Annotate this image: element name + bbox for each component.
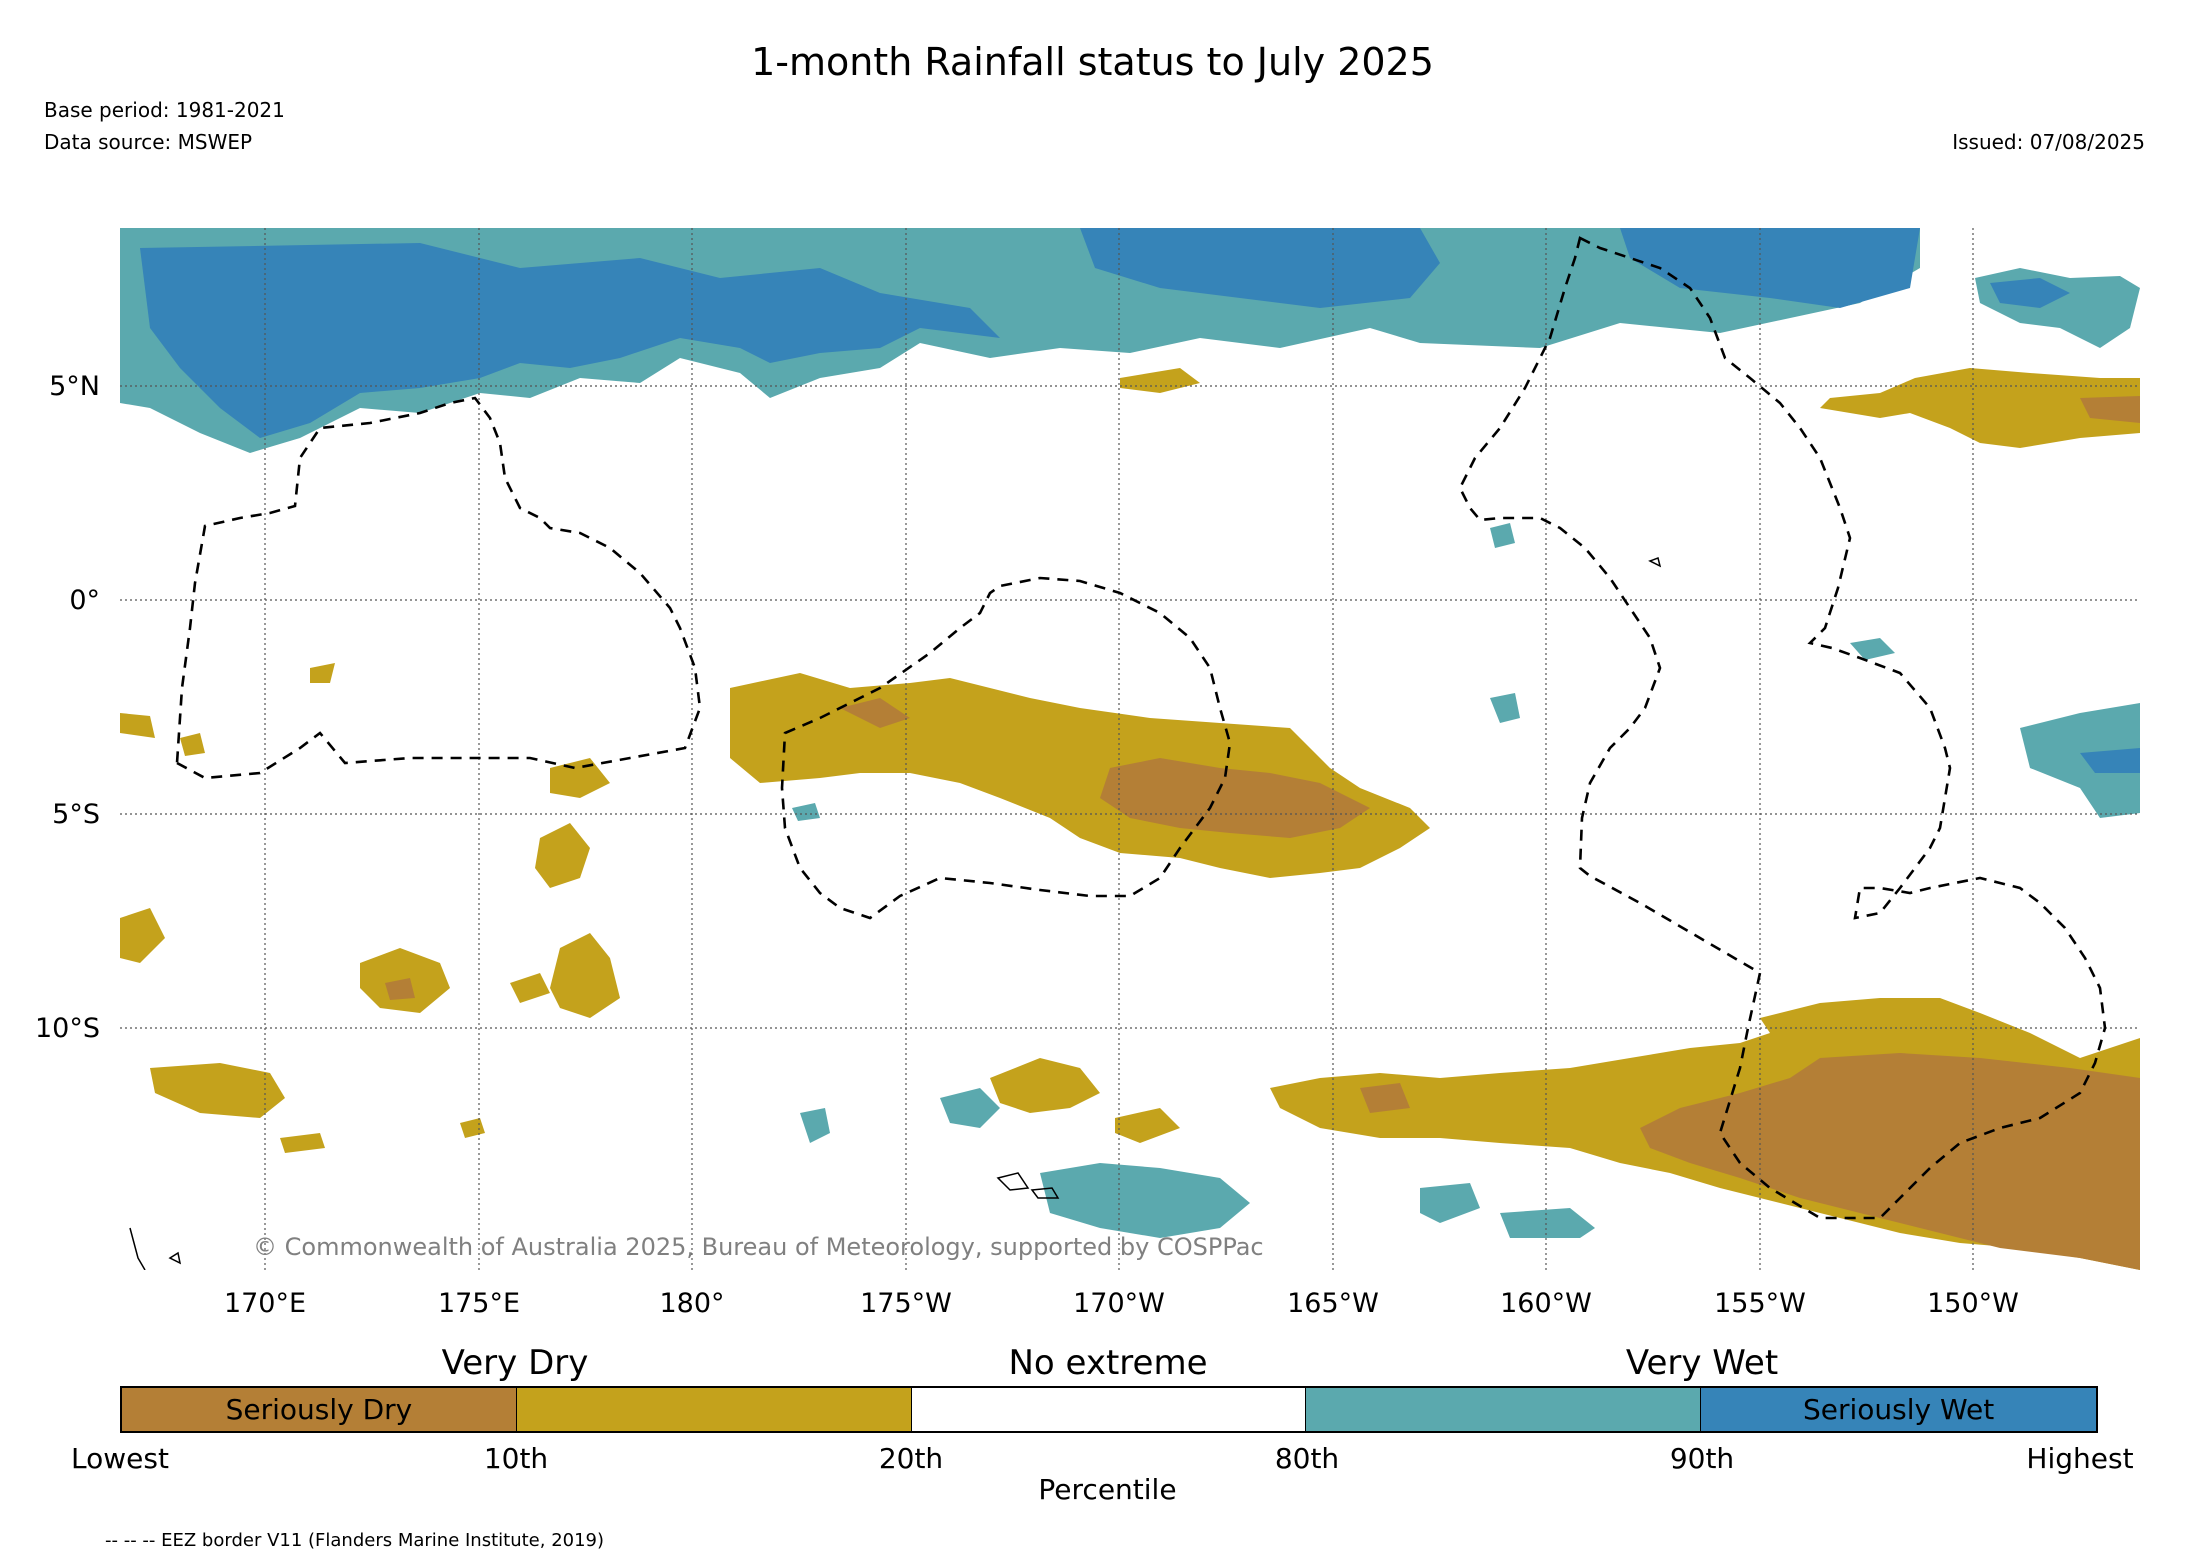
legend-seg-no-extreme — [911, 1388, 1307, 1431]
graticule — [120, 228, 2140, 1270]
lon-label-175e: 175°E — [437, 1288, 521, 1319]
lon-label-170e: 170°E — [223, 1288, 307, 1319]
lat-label-5s: 5°S — [52, 799, 100, 830]
lon-label-165w: 165°W — [1287, 1288, 1379, 1319]
legend-tick-90th: 90th — [1669, 1442, 1735, 1475]
dry-anomaly-region — [120, 368, 2140, 1270]
legend-seg-very-dry — [516, 1388, 912, 1431]
data-source-text: Data source: MSWEP — [44, 130, 253, 154]
legend-category-no-extreme: No extreme — [1008, 1343, 1208, 1383]
wet-anomaly-region — [120, 228, 2140, 1238]
legend-axis-label: Percentile — [1038, 1473, 1177, 1506]
legend-seg-seriously-wet: Seriously Wet — [1701, 1388, 2096, 1431]
legend-category-very-wet: Very Wet — [1625, 1343, 1779, 1383]
legend-category-very-dry: Very Dry — [441, 1343, 589, 1383]
chart-title: 1-month Rainfall status to July 2025 — [751, 40, 1434, 84]
lon-label-170w: 170°W — [1073, 1288, 1165, 1319]
legend-tick-lowest: Lowest — [71, 1442, 169, 1475]
lat-label-10s: 10°S — [35, 1013, 100, 1044]
eez-border — [175, 236, 2107, 1220]
lon-label-160w: 160°W — [1500, 1288, 1592, 1319]
legend-tick-80th: 80th — [1274, 1442, 1340, 1475]
eez-border-note: -- -- -- EEZ border V11 (Flanders Marine… — [105, 1530, 605, 1551]
rainfall-map — [120, 228, 2140, 1270]
lon-label-180: 180° — [659, 1288, 725, 1319]
copyright-notice: © Commonwealth of Australia 2025, Bureau… — [253, 1233, 1264, 1261]
legend-tick-20th: 20th — [878, 1442, 944, 1475]
base-period-text: Base period: 1981-2021 — [44, 98, 285, 122]
lon-label-150w: 150°W — [1927, 1288, 2019, 1319]
island-outlines — [129, 557, 1662, 1270]
legend-seg-seriously-dry: Seriously Dry — [122, 1388, 517, 1431]
lon-label-175w: 175°W — [860, 1288, 952, 1319]
issued-date-text: Issued: 07/08/2025 — [1952, 130, 2145, 154]
legend-colorbar: Seriously Dry Seriously Wet — [120, 1386, 2098, 1433]
legend-seg-very-wet — [1306, 1388, 1702, 1431]
lat-label-0: 0° — [69, 585, 100, 616]
lat-label-5n: 5°N — [49, 371, 100, 402]
legend-tick-10th: 10th — [483, 1442, 549, 1475]
legend-tick-highest: Highest — [2026, 1442, 2134, 1475]
lon-label-155w: 155°W — [1714, 1288, 1806, 1319]
